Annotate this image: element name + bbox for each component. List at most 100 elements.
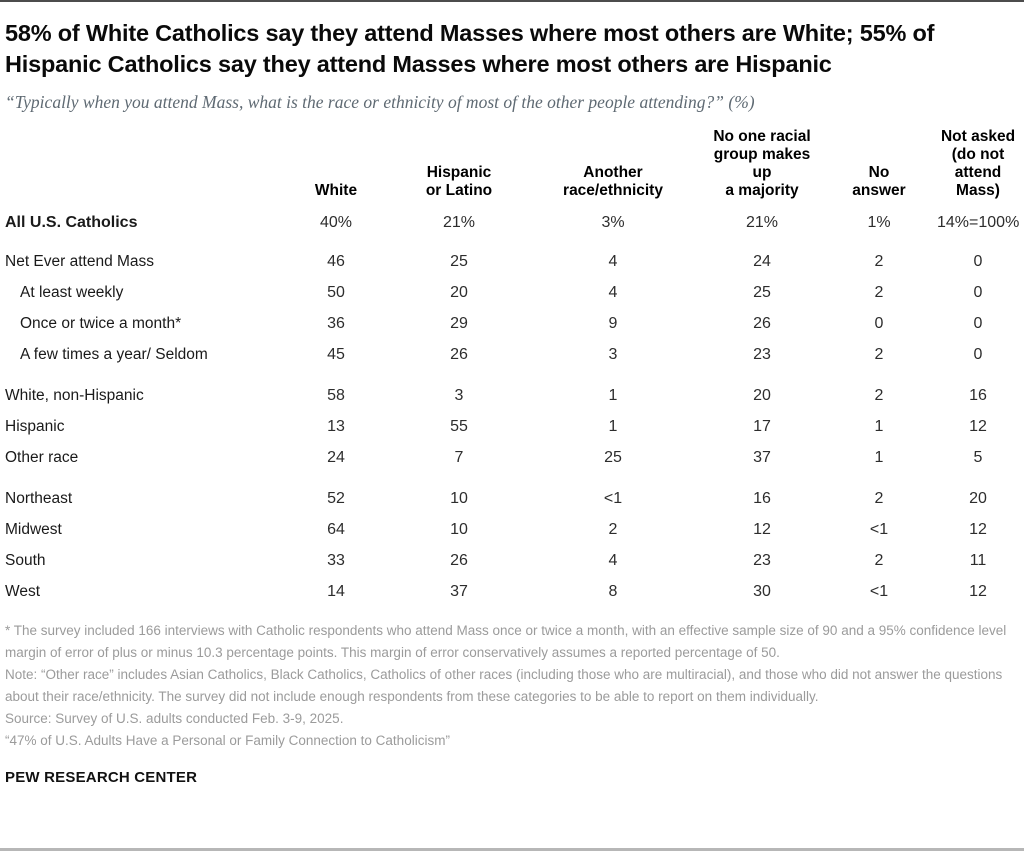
cell-value: 9 [608,314,618,332]
header-row: White Hispanic or Latino Another race/et… [5,128,1019,207]
footnote-report-title: “47% of U.S. Adults Have a Personal or F… [5,733,450,748]
row-label: Other race [5,448,79,466]
cell-value: 46 [327,252,345,270]
cell-value: 12 [969,417,987,435]
cell-value: 1 [608,386,618,404]
column-header-hispanic-or-latino: Hispanic or Latino [425,164,493,199]
cell-value: 37 [450,582,468,600]
cell-value: 0 [874,314,884,332]
group-spacer [5,473,1019,483]
cell-value: 26 [450,345,468,363]
spacer-cell [5,238,1019,246]
cell-value: 21% [442,213,476,231]
data-table: White Hispanic or Latino Another race/et… [5,128,1019,607]
cell-value: 20 [450,283,468,301]
cell-value: 1 [874,448,884,466]
table-row: A few times a year/ Seldom 45 26 3 23 2 0 [5,339,1019,370]
cell-value: 2 [874,489,884,507]
cell-value: 24 [327,448,345,466]
group-spacer [5,238,1019,246]
cell-value: 3 [608,345,618,363]
row-label: South [5,551,46,569]
cell-value: 21% [745,213,779,231]
cell-value: 30 [753,582,771,600]
cell-value: 20 [753,386,771,404]
cell-value: 29 [450,314,468,332]
cell-value: 23 [753,345,771,363]
cell-value: 14%=100% [937,213,1020,231]
cell-value: 1% [867,213,891,231]
cell-value: 16 [753,489,771,507]
cell-value: 16 [969,386,987,404]
cell-value: 11 [969,551,987,569]
cell-value: 1 [608,417,618,435]
cell-value: 0 [973,314,983,332]
table-row: Northeast 52 10 <1 16 2 20 [5,483,1019,514]
spacer-cell [5,370,1019,380]
column-header-another-race-ethnicity: Another race/ethnicity [563,164,663,199]
cell-value: 50 [327,283,345,301]
footnote-asterisk: * The survey included 166 interviews wit… [5,623,1007,660]
cell-value: 23 [753,551,771,569]
table-row: Hispanic 13 55 1 17 1 12 [5,411,1019,442]
row-label: Midwest [5,520,62,538]
cell-value: <1 [869,582,889,600]
row-label: White, non-Hispanic [5,386,144,404]
cell-value: 2 [874,252,884,270]
cell-value: 7 [454,448,464,466]
row-label: A few times a year/ Seldom [20,345,208,363]
cell-value: 20 [969,489,987,507]
cell-value: 26 [450,551,468,569]
table-row: Net Ever attend Mass 46 25 4 24 2 0 [5,246,1019,277]
table-row: Once or twice a month* 36 29 9 26 0 0 [5,308,1019,339]
cell-value: <1 [869,520,889,538]
cell-value: 24 [753,252,771,270]
footnote-source: Source: Survey of U.S. adults conducted … [5,711,344,726]
cell-value: 12 [753,520,771,538]
row-label: At least weekly [20,283,124,301]
survey-question: “Typically when you attend Mass, what is… [5,92,755,112]
cell-value: 25 [450,252,468,270]
row-label: Hispanic [5,417,65,435]
cell-value: 2 [874,386,884,404]
cell-value: <1 [603,489,623,507]
cell-value: 13 [327,417,345,435]
column-header-no-majority: No one racial group makes up a majority [713,128,811,199]
column-header-not-asked: Not asked (do not attend Mass) [940,128,1016,199]
cell-value: 10 [450,489,468,507]
pew-research-center-wordmark: PEW RESEARCH CENTER [5,769,198,786]
table-row: South 33 26 4 23 2 11 [5,545,1019,576]
spacer-cell [5,473,1019,483]
footnote-other-race: Note: “Other race” includes Asian Cathol… [5,667,1003,704]
cell-value: 1 [874,417,884,435]
cell-value: 36 [327,314,345,332]
row-label: Net Ever attend Mass [5,252,155,270]
cell-value: 0 [973,252,983,270]
table-row: White, non-Hispanic 58 3 1 20 2 16 [5,380,1019,411]
cell-value: 17 [753,417,771,435]
cell-value: 4 [608,252,618,270]
column-header-white: White [314,182,358,199]
cell-value: 12 [969,582,987,600]
cell-value: 25 [604,448,622,466]
row-label: All U.S. Catholics [5,213,138,231]
cell-value: 45 [327,345,345,363]
row-label: Northeast [5,489,73,507]
cell-value: 0 [973,283,983,301]
row-label: Once or twice a month* [20,314,182,332]
table-row: All U.S. Catholics 40% 21% 3% 21% 1% 14%=100% [5,207,1019,238]
table-row: Midwest 64 10 2 12 <1 12 [5,514,1019,545]
cell-value: 64 [327,520,345,538]
cell-value: 33 [327,551,345,569]
cell-value: 0 [973,345,983,363]
table-row: Other race 24 7 25 37 1 5 [5,442,1019,473]
cell-value: 2 [874,551,884,569]
header-empty [5,128,277,207]
cell-value: 2 [608,520,618,538]
cell-value: 4 [608,283,618,301]
cell-value: 58 [327,386,345,404]
cell-value: 3 [454,386,464,404]
cell-value: 26 [753,314,771,332]
notes-block: * The survey included 166 interviews wit… [5,620,1019,752]
